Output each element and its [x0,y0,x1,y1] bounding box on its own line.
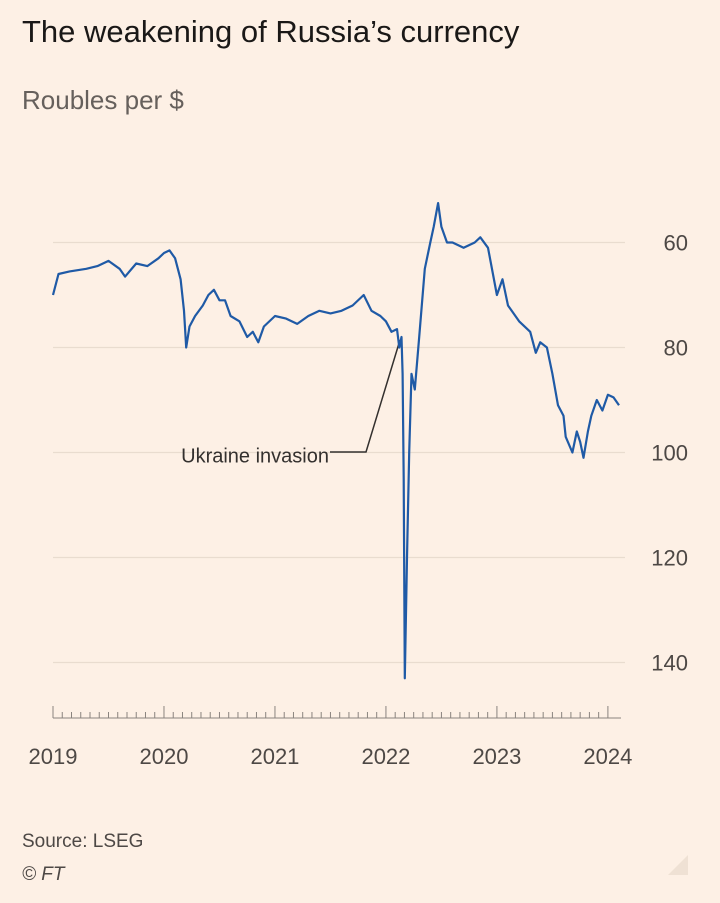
x-tick-label: 2023 [472,744,521,769]
line-series [51,202,620,680]
copyright: © FT [22,864,66,885]
annotation-leader [330,339,401,453]
annotation: Ukraine invasion [181,445,329,467]
x-tick-label: 2020 [140,744,189,769]
y-tick-label: 80 [664,335,688,360]
x-tick-label: 2019 [29,744,78,769]
y-tick-label: 120 [651,545,688,570]
x-tick-label: 2021 [250,744,299,769]
source: Source: LSEG [22,831,143,852]
y-tick-label: 140 [651,650,688,675]
chart-subtitle: Roubles per $ [22,85,184,115]
x-tick-label: 2024 [583,744,632,769]
x-tick-label: 2022 [361,744,410,769]
y-tick-label: 100 [651,440,688,465]
corner-icon [668,855,688,875]
y-tick-label: 60 [664,230,688,255]
chart-title: The weakening of Russia’s currency [22,14,520,49]
